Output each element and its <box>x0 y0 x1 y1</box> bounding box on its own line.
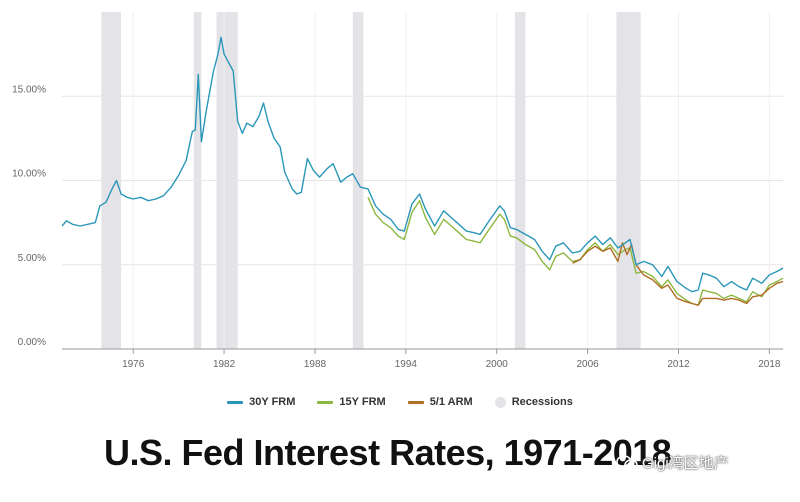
y-tick-label-1: 5.00% <box>18 253 46 264</box>
watermark: Gigi湾区地产 <box>616 452 729 473</box>
wechat-icon <box>616 454 638 471</box>
series-line-15y-frm <box>367 197 784 306</box>
legend-label-15y: 15Y FRM <box>339 396 386 408</box>
x-tick-label-5: 2006 <box>576 359 599 370</box>
legend-swatch-arm <box>407 400 424 404</box>
chart: 0.00% 5.00% 10.00% 15.00% 1976 1982 1988 1994 2… <box>12 12 784 370</box>
legend-label-recessions: Recessions <box>511 396 573 408</box>
series-line-30y-frm <box>61 36 784 293</box>
watermark-text: Gigi湾区地产 <box>642 455 729 472</box>
x-axis-ticks: 1976 1982 1988 1994 2000 2006 2012 2018 <box>62 348 783 370</box>
x-tick-label-3: 1994 <box>395 359 418 370</box>
x-tick-label-6: 2012 <box>667 359 690 370</box>
legend-item-30y[interactable]: 30Y FRM <box>227 396 295 408</box>
series-lines <box>61 36 784 306</box>
legend-swatch-30y <box>227 400 244 404</box>
legend-item-recessions[interactable]: Recessions <box>494 396 573 408</box>
x-tick-label-1: 1982 <box>213 359 236 370</box>
chart-caption: U.S. Fed Interest Rates, 1971-2018 <box>104 432 672 473</box>
x-tick-label-0: 1976 <box>122 359 145 370</box>
legend-item-15y[interactable]: 15Y FRM <box>317 396 386 408</box>
y-tick-label-3: 15.00% <box>12 84 46 95</box>
x-tick-label-7: 2018 <box>758 359 781 370</box>
gridlines <box>62 12 783 350</box>
legend-item-arm[interactable]: 5/1 ARM <box>407 396 473 408</box>
legend-dot-recessions <box>494 396 506 408</box>
legend: 30Y FRM 15Y FRM 5/1 ARM Recessions <box>0 396 800 408</box>
x-tick-label-4: 2000 <box>486 359 509 370</box>
x-tick-label-2: 1988 <box>304 359 327 370</box>
legend-label-30y: 30Y FRM <box>249 396 296 408</box>
y-tick-label-2: 10.00% <box>12 169 46 180</box>
y-axis-ticks: 0.00% 5.00% 10.00% 15.00% <box>12 84 46 348</box>
legend-label-arm: 5/1 ARM <box>429 396 473 408</box>
y-tick-label-0: 0.00% <box>18 337 46 348</box>
series-line-5-1-arm <box>572 242 784 306</box>
legend-swatch-15y <box>317 400 334 404</box>
